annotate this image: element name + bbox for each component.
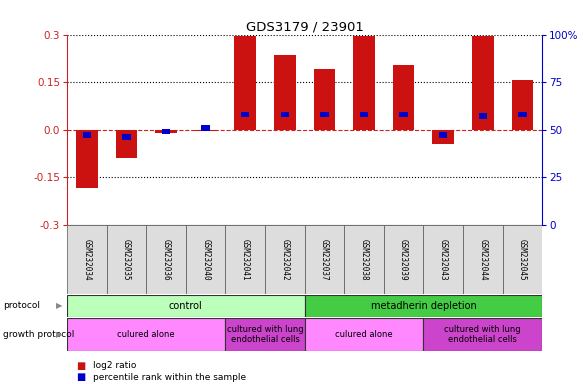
- Text: culured alone: culured alone: [117, 330, 175, 339]
- Bar: [226, 225, 265, 294]
- Bar: [344, 225, 384, 294]
- Bar: [393, 65, 415, 130]
- Text: protocol: protocol: [3, 301, 40, 310]
- Bar: [241, 111, 250, 117]
- Text: GSM232042: GSM232042: [280, 239, 289, 280]
- Bar: [162, 129, 170, 134]
- Text: GSM232044: GSM232044: [478, 239, 487, 280]
- Bar: [122, 134, 131, 140]
- Text: ■: ■: [76, 361, 85, 371]
- Bar: [384, 225, 423, 294]
- Bar: [202, 125, 210, 131]
- Bar: [115, 130, 138, 158]
- Bar: [439, 132, 447, 138]
- Bar: [155, 130, 177, 133]
- Text: percentile rank within the sample: percentile rank within the sample: [93, 372, 247, 382]
- Bar: [399, 111, 408, 117]
- Bar: [479, 113, 487, 119]
- Bar: [304, 295, 542, 317]
- Bar: [67, 318, 226, 351]
- Title: GDS3179 / 23901: GDS3179 / 23901: [245, 20, 364, 33]
- Bar: [226, 318, 304, 351]
- Text: culured alone: culured alone: [335, 330, 393, 339]
- Text: GSM232040: GSM232040: [201, 239, 210, 280]
- Text: metadherin depletion: metadherin depletion: [371, 301, 476, 311]
- Bar: [67, 225, 107, 294]
- Text: GSM232037: GSM232037: [320, 239, 329, 280]
- Bar: [518, 111, 526, 117]
- Bar: [423, 318, 542, 351]
- Text: GSM232035: GSM232035: [122, 239, 131, 280]
- Bar: [265, 225, 304, 294]
- Bar: [472, 36, 494, 130]
- Bar: [280, 111, 289, 117]
- Text: GSM232038: GSM232038: [360, 239, 368, 280]
- Bar: [195, 130, 216, 131]
- Bar: [67, 295, 304, 317]
- Bar: [304, 225, 344, 294]
- Bar: [320, 111, 329, 117]
- Bar: [423, 225, 463, 294]
- Bar: [433, 130, 454, 144]
- Text: ▶: ▶: [56, 330, 62, 339]
- Text: cultured with lung
endothelial cells: cultured with lung endothelial cells: [227, 325, 303, 344]
- Bar: [314, 70, 335, 130]
- Bar: [234, 36, 256, 130]
- Text: growth protocol: growth protocol: [3, 330, 74, 339]
- Bar: [304, 318, 423, 351]
- Text: ▶: ▶: [56, 301, 62, 310]
- Text: GSM232039: GSM232039: [399, 239, 408, 280]
- Text: ■: ■: [76, 372, 85, 382]
- Text: GSM232034: GSM232034: [82, 239, 92, 280]
- Bar: [107, 225, 146, 294]
- Bar: [146, 225, 186, 294]
- Bar: [511, 81, 533, 130]
- Text: control: control: [169, 301, 203, 311]
- Text: GSM232043: GSM232043: [438, 239, 448, 280]
- Bar: [83, 132, 91, 138]
- Text: GSM232036: GSM232036: [161, 239, 171, 280]
- Text: GSM232041: GSM232041: [241, 239, 250, 280]
- Bar: [76, 130, 98, 188]
- Bar: [353, 36, 375, 130]
- Text: log2 ratio: log2 ratio: [93, 361, 136, 370]
- Bar: [503, 225, 542, 294]
- Bar: [360, 111, 368, 117]
- Bar: [463, 225, 503, 294]
- Bar: [186, 225, 226, 294]
- Bar: [274, 55, 296, 130]
- Text: GSM232045: GSM232045: [518, 239, 527, 280]
- Text: cultured with lung
endothelial cells: cultured with lung endothelial cells: [444, 325, 521, 344]
